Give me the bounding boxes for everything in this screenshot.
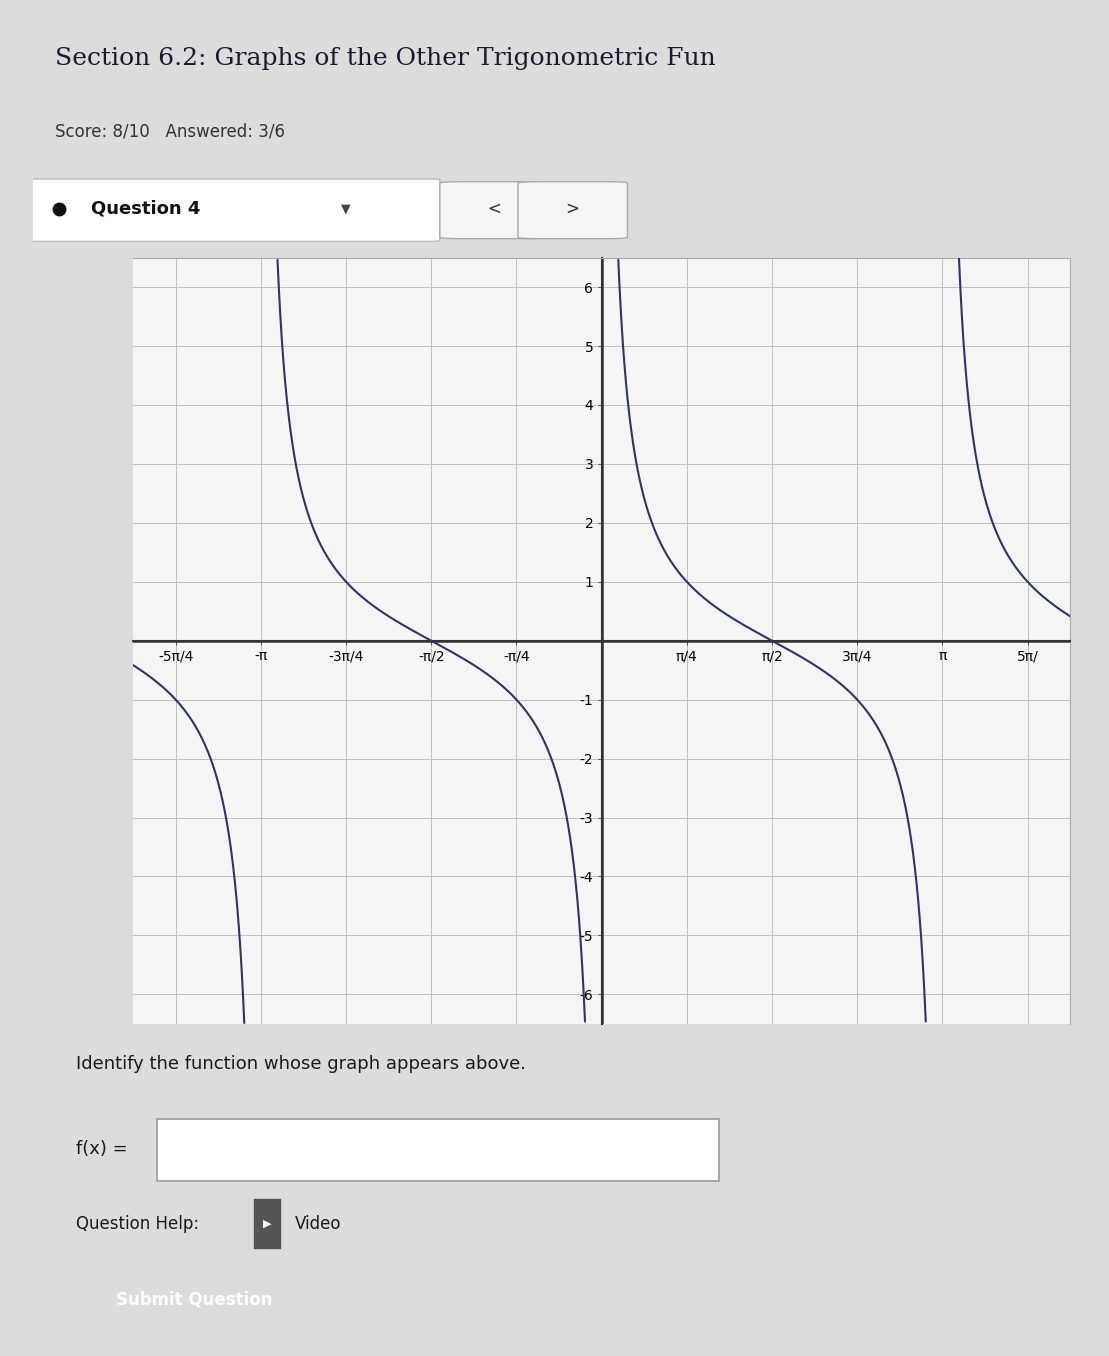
Text: Video: Video	[295, 1215, 342, 1233]
FancyBboxPatch shape	[23, 179, 440, 241]
Text: Submit Question: Submit Question	[115, 1290, 273, 1309]
Text: Score: 8/10   Answered: 3/6: Score: 8/10 Answered: 3/6	[54, 122, 285, 140]
Text: <: <	[488, 199, 501, 218]
Text: f(x) =: f(x) =	[75, 1140, 128, 1158]
Text: Question Help:: Question Help:	[75, 1215, 199, 1233]
Text: ▼: ▼	[342, 202, 350, 216]
Text: Identify the function whose graph appears above.: Identify the function whose graph appear…	[75, 1055, 526, 1074]
Text: >: >	[566, 199, 580, 218]
FancyBboxPatch shape	[157, 1120, 719, 1181]
Text: Question 4: Question 4	[91, 199, 200, 218]
Text: Section 6.2: Graphs of the Other Trigonometric Fun: Section 6.2: Graphs of the Other Trigono…	[54, 47, 715, 71]
Text: ▶: ▶	[264, 1219, 272, 1229]
FancyBboxPatch shape	[518, 182, 628, 239]
FancyBboxPatch shape	[440, 182, 549, 239]
FancyBboxPatch shape	[254, 1200, 279, 1248]
